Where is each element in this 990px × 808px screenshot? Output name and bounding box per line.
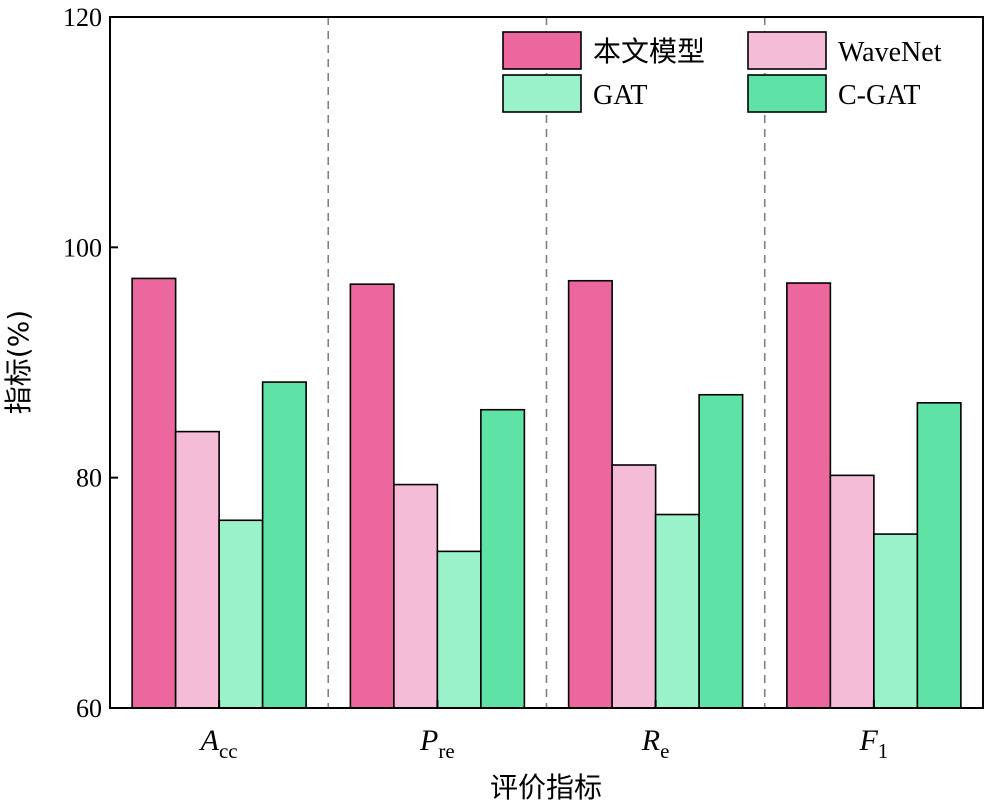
legend-item-1: 本文模型 bbox=[502, 31, 705, 70]
legend-swatch bbox=[747, 74, 827, 113]
y-axis-ticks: 60 80 100 120 bbox=[63, 3, 118, 723]
bar-4-series-3 bbox=[873, 533, 919, 709]
y-axis-title: 指标(%) bbox=[2, 310, 35, 414]
bar-2-series-2 bbox=[393, 483, 439, 709]
legend-swatch bbox=[502, 31, 582, 70]
bar-3-series-4 bbox=[698, 393, 744, 709]
y-tick-label: 60 bbox=[76, 694, 102, 723]
legend-item-3: GAT bbox=[502, 74, 647, 113]
legend-item-2: WaveNet bbox=[747, 31, 942, 70]
bar-4-series-2 bbox=[829, 474, 875, 709]
x-tick-label-3: Re bbox=[641, 724, 670, 763]
bar-2-series-4 bbox=[480, 408, 526, 709]
legend-label: 本文模型 bbox=[593, 35, 705, 68]
legend-label: C-GAT bbox=[838, 80, 920, 111]
y-tick-label: 100 bbox=[63, 233, 102, 262]
bar-4-series-1 bbox=[786, 282, 832, 709]
x-tick-label-1: Acc bbox=[199, 724, 238, 763]
legend-swatch bbox=[747, 31, 827, 70]
bar-1-series-3 bbox=[218, 519, 264, 709]
x-axis-title: 评价指标 bbox=[490, 771, 602, 804]
bar-2-series-1 bbox=[349, 283, 395, 709]
bar-3-series-1 bbox=[567, 279, 613, 709]
legend: 本文模型 WaveNet GAT C-GAT bbox=[502, 31, 942, 113]
legend-swatch bbox=[502, 74, 582, 113]
bar-3-series-3 bbox=[654, 513, 700, 709]
plot-frame bbox=[109, 16, 984, 709]
category-separators bbox=[327, 17, 766, 708]
bar-3-series-2 bbox=[611, 464, 657, 709]
bar-2-series-3 bbox=[436, 550, 482, 709]
legend-label: WaveNet bbox=[838, 37, 942, 68]
x-tick-label-2: Pre bbox=[419, 724, 455, 763]
legend-item-4: C-GAT bbox=[747, 74, 920, 113]
bar-1-series-4 bbox=[261, 381, 307, 709]
legend-label: GAT bbox=[593, 80, 647, 111]
x-axis-ticks: Acc Pre Re F1 bbox=[199, 700, 888, 763]
x-tick-label-4: F1 bbox=[858, 724, 888, 763]
y-tick-label: 120 bbox=[63, 3, 102, 32]
bar-4-series-4 bbox=[916, 402, 962, 709]
bars bbox=[131, 277, 962, 709]
y-tick-label: 80 bbox=[76, 464, 102, 493]
bar-1-series-1 bbox=[131, 277, 177, 709]
bar-1-series-2 bbox=[174, 430, 220, 709]
